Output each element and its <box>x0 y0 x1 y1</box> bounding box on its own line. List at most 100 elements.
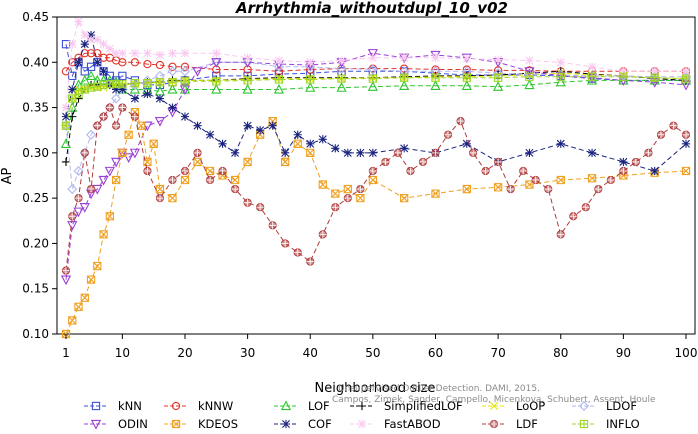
y-tick-label: 0.15 <box>22 282 49 296</box>
legend-marker-odin <box>90 419 102 430</box>
data-point-kdeos <box>124 130 133 139</box>
data-point-odin <box>98 175 109 186</box>
data-point-ldof <box>73 165 84 176</box>
series-layer <box>60 17 692 339</box>
data-point-cof <box>93 58 102 67</box>
data-point-ldf <box>168 175 177 185</box>
data-point-fastabod <box>681 67 691 76</box>
data-point-cof <box>112 85 121 94</box>
data-point-ldf <box>180 166 190 176</box>
data-point-ldf <box>118 103 127 112</box>
data-point-fastabod <box>93 35 102 44</box>
data-point-kdeos <box>587 174 597 183</box>
data-point-kdeos <box>230 175 240 185</box>
data-point-knnw <box>168 62 177 71</box>
data-point-ldf <box>506 184 515 194</box>
data-point-inflo <box>274 75 284 84</box>
data-point-cof <box>462 139 471 148</box>
data-point-lof <box>493 81 504 91</box>
legend-label-fastabod: FastABOD <box>384 417 441 431</box>
data-point-inflo <box>212 77 221 86</box>
data-point-fastabod <box>212 49 221 58</box>
data-point-fastabod <box>112 49 121 58</box>
data-point-lof <box>399 80 410 90</box>
legend-label-ldof: LDOF <box>606 399 637 413</box>
legend-label-ldf: LDF <box>516 417 538 431</box>
data-point-ldf <box>368 166 377 176</box>
data-point-ldof <box>111 93 122 104</box>
legend-item-ldof: LDOF <box>572 399 637 413</box>
data-point-inflo <box>493 73 503 82</box>
data-point-knnw <box>180 62 190 71</box>
data-point-ldf <box>544 184 553 194</box>
data-point-knnw <box>118 58 127 67</box>
data-point-inflo <box>180 77 190 86</box>
data-point-ldf <box>631 157 640 167</box>
data-point-ldof <box>180 66 190 77</box>
legend-label-lof: LOF <box>308 399 330 413</box>
data-point-kdeos <box>180 175 190 185</box>
legend-marker-kdeos <box>171 419 181 429</box>
data-point-ldf <box>606 175 615 185</box>
legend-marker-lof <box>280 400 292 411</box>
data-point-kdeos <box>281 157 290 167</box>
legend-item-loop: LoOP <box>482 399 545 413</box>
data-point-lof <box>524 79 535 90</box>
series-line-lof <box>65 75 686 144</box>
data-point-inflo <box>61 121 71 130</box>
data-point-fastabod <box>274 56 284 65</box>
data-point-inflo <box>118 79 127 89</box>
data-point-inflo <box>155 78 165 87</box>
legend-item-odin: ODIN <box>84 417 148 431</box>
data-point-kdeos <box>493 183 503 192</box>
data-point-cof <box>619 157 628 167</box>
data-point-inflo <box>619 72 628 81</box>
y-tick-label: 0.40 <box>22 55 49 69</box>
data-point-ldf <box>481 166 490 176</box>
data-point-cof <box>368 148 377 157</box>
data-point-cof <box>525 148 534 157</box>
data-point-fastabod <box>494 55 503 64</box>
data-point-cof <box>230 148 240 157</box>
data-point-knnw <box>155 60 165 70</box>
data-point-kdeos <box>400 193 409 203</box>
legend-item-fastabod: FastABOD <box>350 417 441 431</box>
data-point-fastabod <box>143 49 152 58</box>
data-point-kdeos <box>462 184 471 194</box>
data-point-ldof <box>336 63 347 74</box>
data-point-cof <box>80 40 89 49</box>
legend-item-cof: COF <box>274 417 332 431</box>
legend-label-inflo: INFLO <box>606 417 640 431</box>
legend-marker-ldof <box>579 401 589 411</box>
legend-item-ldf: LDF <box>482 417 538 431</box>
data-point-kdeos <box>681 166 691 176</box>
data-point-cof <box>243 121 252 130</box>
data-point-ldf <box>519 166 528 176</box>
data-point-ldf <box>143 166 152 176</box>
data-point-ldf <box>230 184 240 194</box>
data-point-ldf <box>293 248 302 257</box>
data-point-odin <box>104 166 115 177</box>
data-point-fastabod <box>587 62 597 71</box>
data-point-cof <box>180 112 190 121</box>
data-point-kdeos <box>68 316 77 325</box>
data-point-fastabod <box>168 49 177 58</box>
data-point-cof <box>218 139 227 148</box>
legend-marker-cof <box>281 419 291 429</box>
data-point-kdeos <box>193 157 202 167</box>
x-tick-label: 40 <box>303 346 318 360</box>
series-inflo <box>61 72 691 130</box>
data-point-odin <box>129 148 140 159</box>
data-point-cof <box>99 67 108 76</box>
legend-item-inflo: INFLO <box>572 417 640 431</box>
data-point-ldf <box>105 103 114 112</box>
data-point-cof <box>587 148 597 157</box>
data-point-cof <box>681 139 691 148</box>
data-point-ldf <box>393 148 403 157</box>
data-point-ldof <box>86 129 97 140</box>
legend-item-lof: LOF <box>274 399 330 413</box>
legend-marker-simplifiedlof <box>357 401 367 411</box>
data-point-ldf <box>656 130 666 139</box>
legend-label-odin: ODIN <box>118 417 148 431</box>
data-point-knnw <box>143 59 152 69</box>
